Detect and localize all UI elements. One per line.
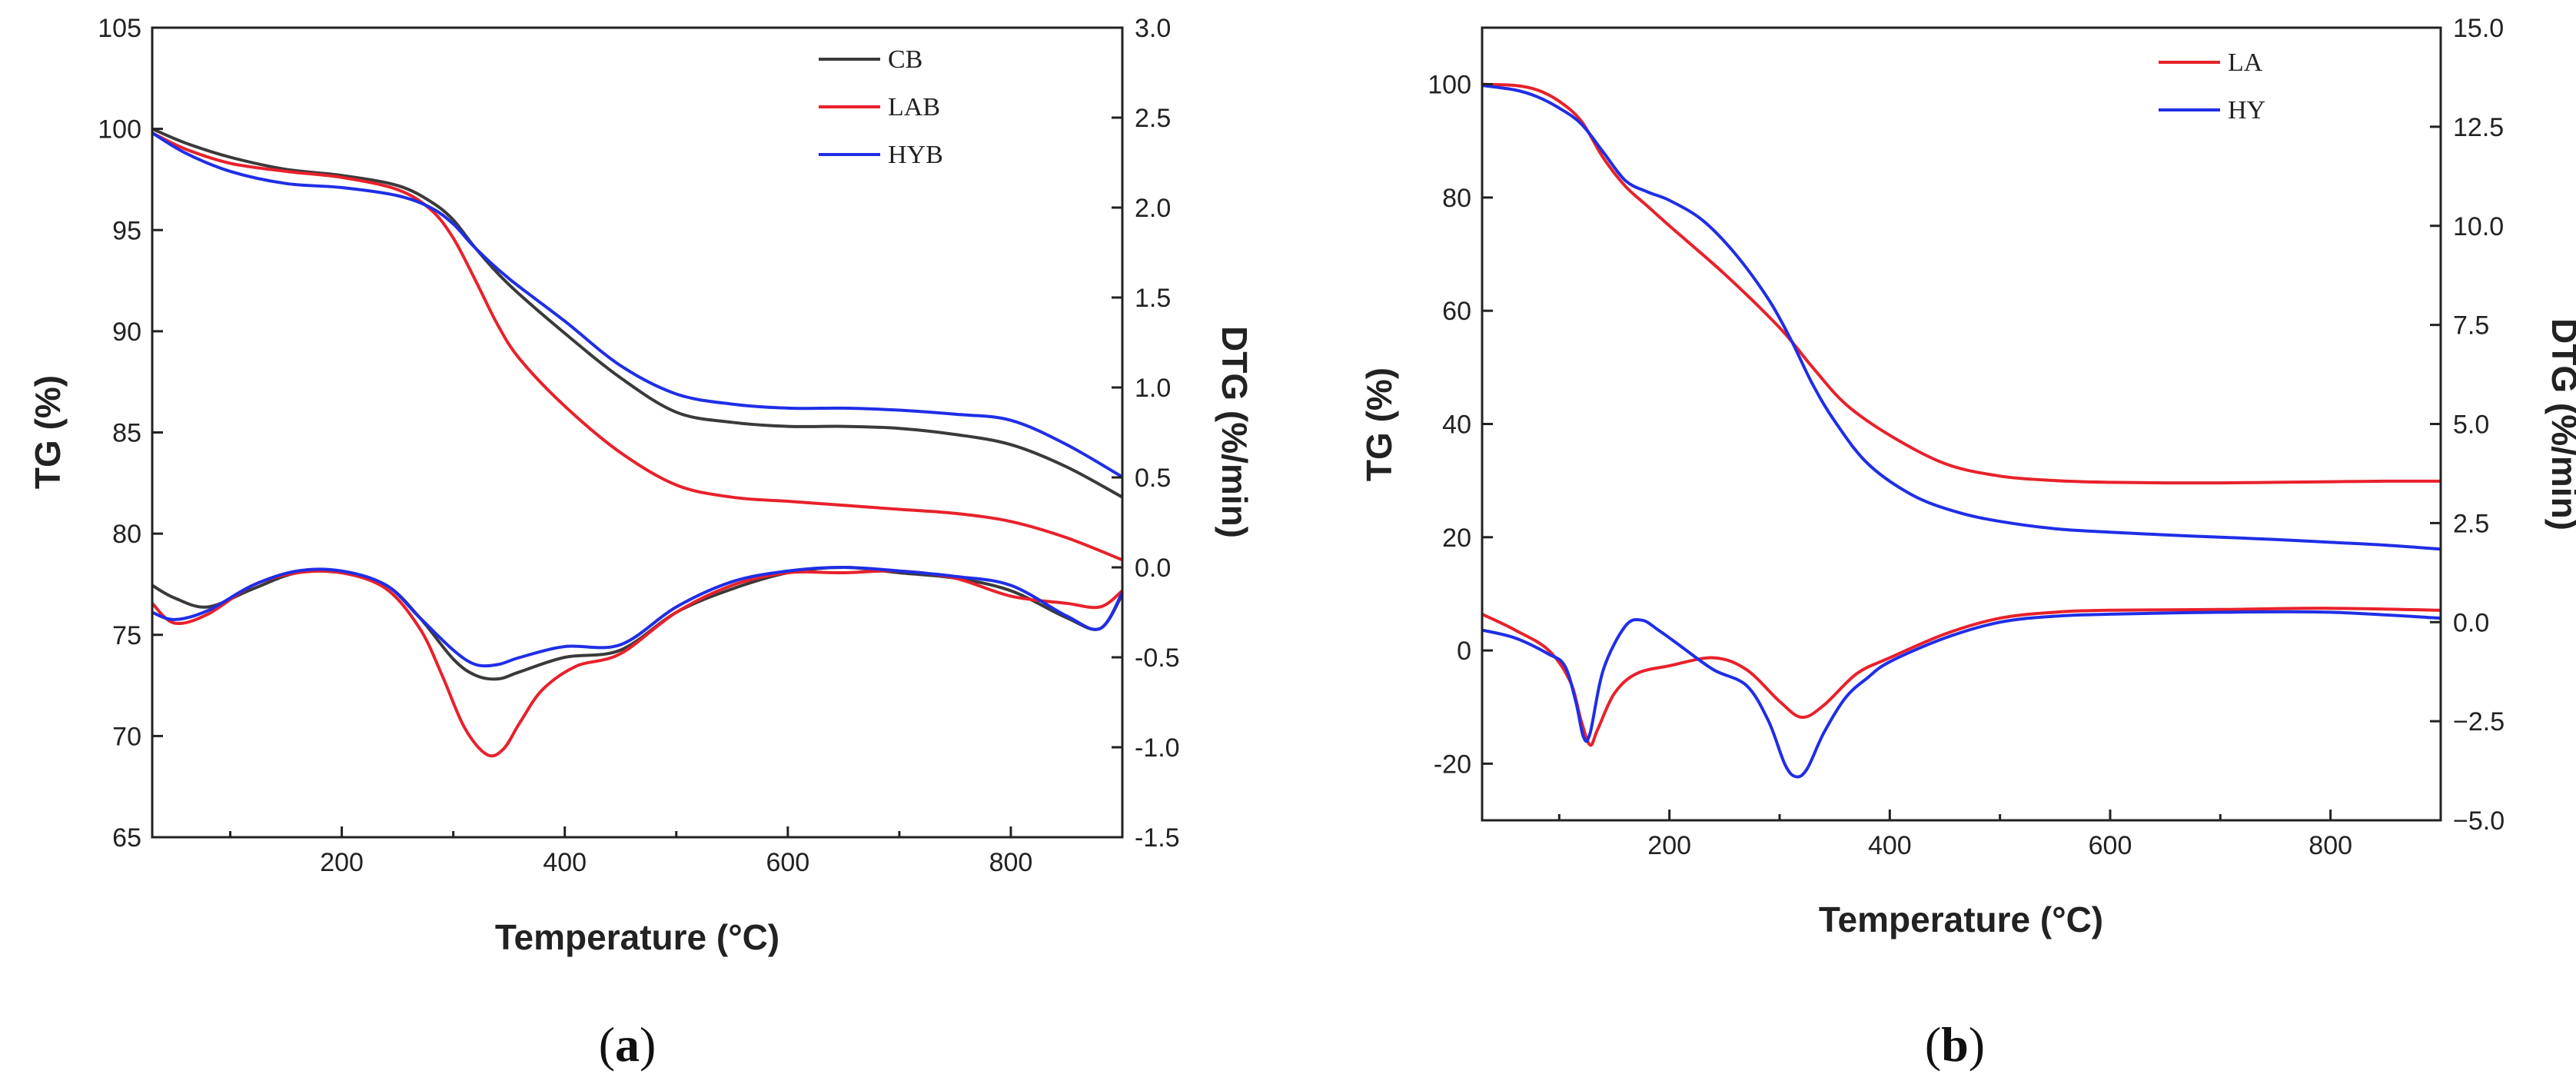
ticks-layer-b: 200 400 600 800 -20 0 20 40 60 80 100 −5.0 −2.5 0.0 2.… [1428, 14, 2505, 860]
x-axis-title-a: Temperature (°C) [495, 917, 779, 957]
y2-tick-label: −2.5 [2453, 707, 2505, 737]
y-tick-label: 90 [112, 318, 141, 347]
series-layer-a [151, 127, 1124, 758]
y2-tick-label: 0.0 [2453, 608, 2489, 637]
y-tick-label: 80 [1442, 184, 1471, 213]
y-tick-label: 65 [112, 823, 141, 853]
panel-label-b: (b) [1925, 1017, 1985, 1072]
series-hyb-tg-line [151, 131, 1124, 479]
legend-label-lab: LAB [888, 93, 940, 121]
y-tick-label: 85 [112, 419, 141, 448]
series-layer-b [1481, 82, 2441, 779]
x-tick-label: 600 [766, 848, 809, 877]
series-lab-tg-line [151, 131, 1123, 562]
x-tick-label: 800 [2308, 831, 2352, 860]
y2-tick-label: 1.0 [1135, 374, 1171, 403]
ticks-layer-a: 200 400 600 800 65 70 75 80 85 90 95 100 105 -1.5 -1.0… [98, 14, 1179, 877]
y2-tick-label: 5.0 [2453, 411, 2489, 440]
series-hy-dtg-line [1481, 610, 2441, 779]
chart-panel-a: 200 400 600 800 65 70 75 80 85 90 95 100 105 -1.5 -1.0… [28, 14, 1255, 957]
y2-tick-label: 7.5 [2453, 311, 2489, 341]
plot-frame-b [1481, 26, 2442, 822]
legend-label-hyb: HYB [888, 141, 943, 169]
legend-a: CB LAB HYB [819, 45, 943, 169]
y2-tick-label: -1.5 [1135, 823, 1180, 853]
y-tick-label: 40 [1442, 411, 1471, 440]
y2-axis-title-a: DTG (%/min) [1215, 326, 1255, 538]
y2-tick-label: 3.0 [1135, 14, 1171, 43]
y2-tick-label: 2.5 [2453, 509, 2489, 538]
y-tick-label: 75 [112, 621, 141, 650]
x-tick-label: 800 [989, 848, 1033, 877]
legend-b: LA HY [2159, 48, 2265, 125]
y2-tick-label: 10.0 [2453, 212, 2504, 241]
y2-tick-label: 2.5 [1135, 104, 1171, 133]
y2-tick-label: -1.0 [1135, 733, 1180, 763]
x-tick-label: 200 [320, 848, 364, 877]
y-tick-label: 0 [1457, 637, 1471, 666]
y2-tick-label: -0.5 [1135, 643, 1180, 673]
chart-panel-b: 200 400 600 800 -20 0 20 40 60 80 100 −5.0 −2.5 0.0 2.… [1359, 14, 2576, 939]
legend-label-la: LA [2228, 48, 2263, 77]
y-tick-label: 100 [98, 115, 141, 145]
legend-label-cb: CB [888, 45, 922, 74]
y2-tick-label: 0.0 [1135, 554, 1171, 583]
series-la-tg-line [1481, 82, 2441, 485]
y2-tick-label: −5.0 [2453, 806, 2505, 836]
y-tick-label: 105 [98, 14, 141, 43]
series-hy-tg-line [1481, 84, 2441, 551]
y2-tick-label: 2.0 [1135, 194, 1171, 223]
y2-tick-label: 12.5 [2453, 113, 2504, 142]
y-axis-title-b: TG (%) [1359, 367, 1399, 481]
x-tick-label: 400 [1868, 831, 1912, 860]
plot-frame-a [151, 26, 1124, 839]
x-axis-title-b: Temperature (°C) [1819, 899, 2103, 939]
series-cb-tg-line [151, 127, 1123, 499]
y-axis-title-a: TG (%) [28, 375, 68, 489]
y2-axis-title-b: DTG (%/min) [2544, 318, 2576, 530]
x-tick-label: 600 [2089, 831, 2132, 860]
y2-tick-label: 0.5 [1135, 464, 1171, 493]
y2-tick-label: 15.0 [2453, 14, 2504, 43]
y-tick-label: 100 [1428, 71, 1471, 100]
y-tick-label: 20 [1442, 524, 1471, 553]
x-tick-label: 400 [543, 848, 587, 877]
y-tick-label: 70 [112, 722, 141, 751]
y-tick-label: 80 [112, 520, 141, 549]
y-tick-label: 95 [112, 216, 141, 245]
panel-label-a: (a) [599, 1017, 656, 1072]
x-tick-label: 200 [1647, 831, 1691, 860]
y2-tick-label: 1.5 [1135, 284, 1171, 313]
y-tick-label: 60 [1442, 297, 1471, 326]
series-la-dtg-line [1481, 607, 2441, 747]
series-hyb-dtg-line [151, 566, 1124, 668]
series-lab-dtg-line [151, 569, 1124, 758]
y-tick-label: -20 [1434, 750, 1471, 779]
legend-label-hy: HY [2228, 96, 2265, 125]
